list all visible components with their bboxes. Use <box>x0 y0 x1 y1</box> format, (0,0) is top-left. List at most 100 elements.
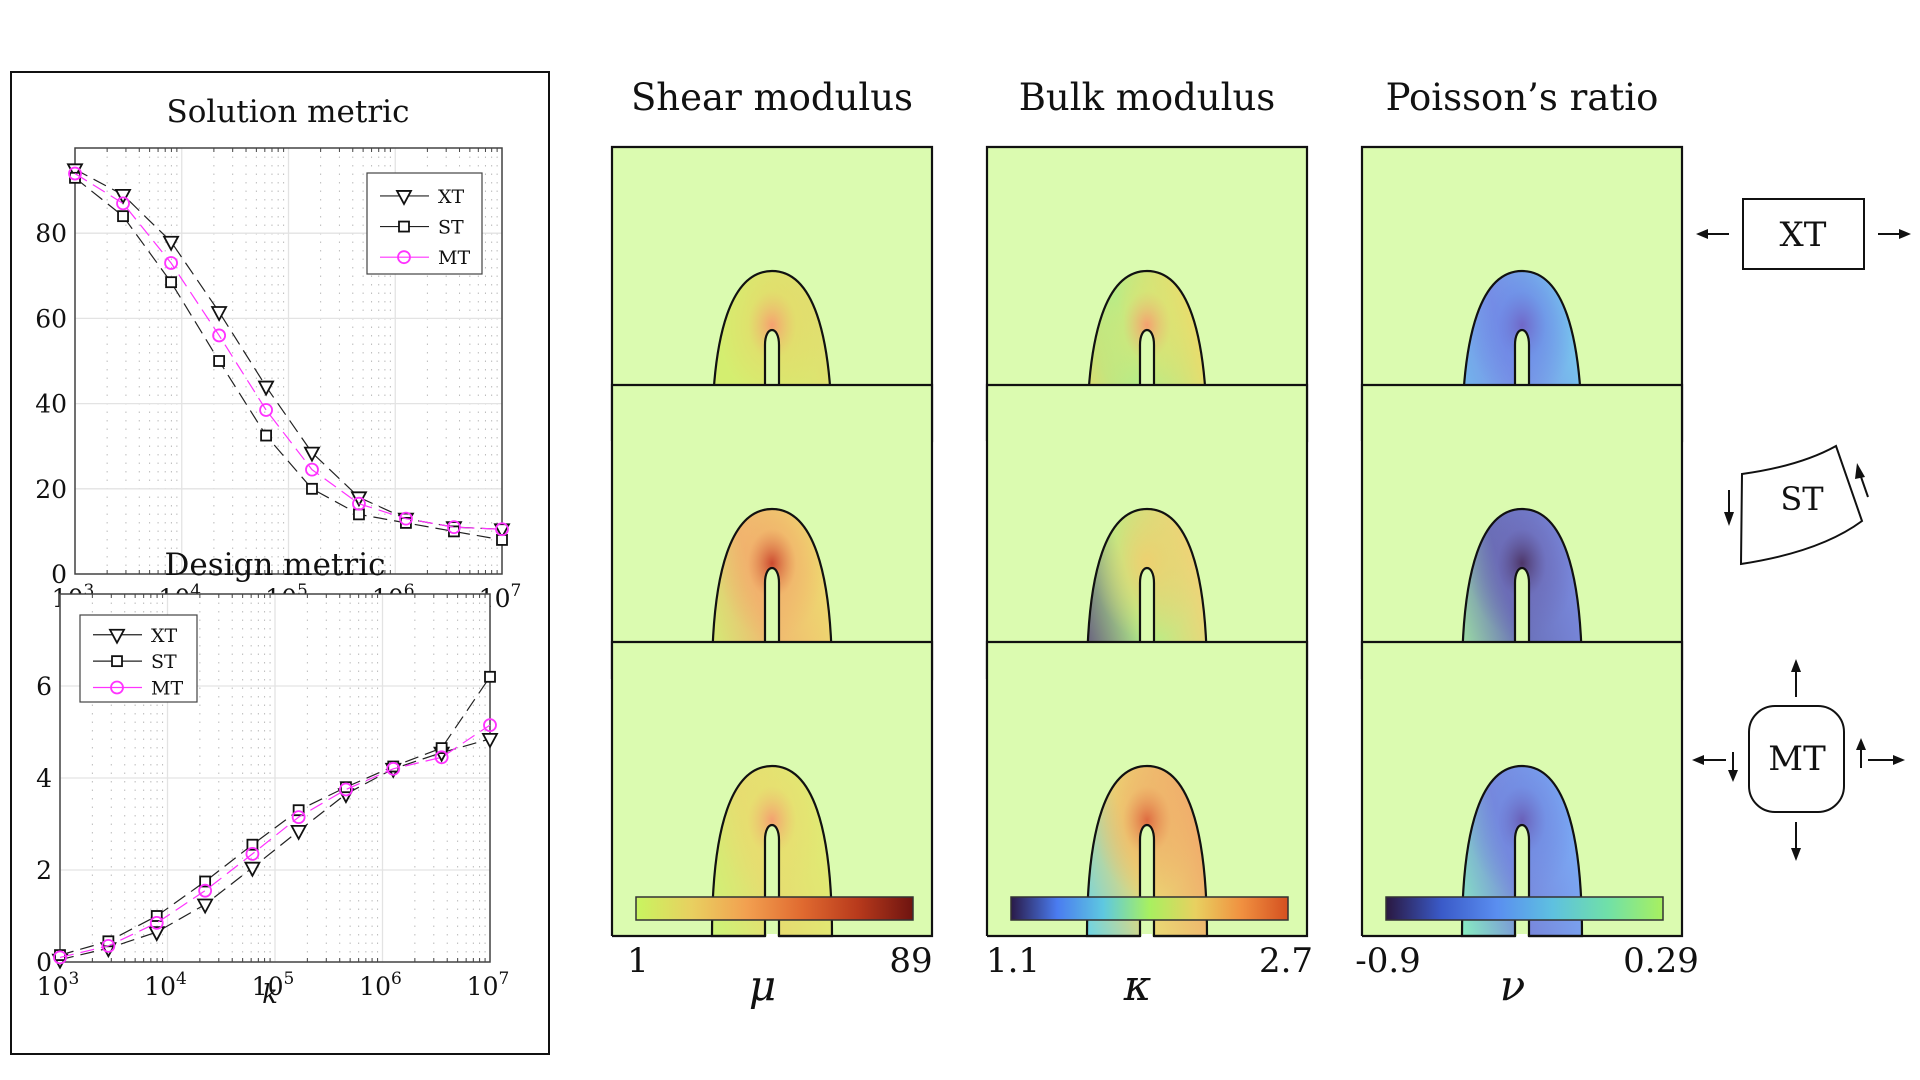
field-map-bulk-st <box>985 383 1309 681</box>
field-map-shear-st <box>610 383 934 681</box>
series-line-st <box>74 177 503 541</box>
mt-specimen-box <box>1748 705 1845 813</box>
x-tick-label: 106 <box>359 969 402 1001</box>
legend-label: MT <box>151 678 183 700</box>
arrow-up-icon <box>1791 659 1801 697</box>
arrow-down-small-icon <box>1728 752 1738 782</box>
slit-gap <box>1142 934 1152 938</box>
series-mt <box>53 718 497 965</box>
design-x-axis-label: k <box>262 980 278 1010</box>
legend-label: ST <box>151 651 177 673</box>
domain-frame <box>1360 640 1684 938</box>
y-tick-label: 80 <box>35 219 67 248</box>
colorbar-max-label: 0.29 <box>1623 941 1699 981</box>
data-point-xt <box>481 733 499 749</box>
x-tick-label: 103 <box>37 969 80 1001</box>
field-grid <box>610 145 1684 938</box>
colorbar-gradient <box>1010 896 1289 921</box>
material-region-outline <box>710 507 834 681</box>
material-region-outline <box>710 764 834 938</box>
data-point-mt <box>212 328 227 343</box>
solution-chart-title: Solution metric <box>167 94 410 130</box>
data-point-mt <box>447 520 461 535</box>
arrow-right-icon <box>1878 229 1911 239</box>
data-point-mt <box>399 511 413 526</box>
field-map-poisson-mt <box>1360 640 1684 938</box>
colorbar-min-label: -0.9 <box>1355 941 1421 981</box>
field-map-poisson-st <box>1360 383 1684 681</box>
arrow-up-small-icon <box>1856 738 1866 768</box>
colorbar-poisson: -0.9 0.29 ν <box>1355 896 1699 1010</box>
colorbar-bulk: 1.1 2.7 κ <box>986 896 1313 1010</box>
axes-frame <box>74 147 503 575</box>
axes-frame <box>59 593 491 963</box>
y-tick-label: 4 <box>36 764 52 793</box>
colorbars: 1 89 μ 1.1 2.7 κ -0.9 0.29 ν <box>627 896 1699 1010</box>
design-metric-chart: Design metric 103 104 105 106 1070246XTSTMT … <box>36 547 509 1010</box>
data-point-xt <box>196 898 214 915</box>
data-point-mt <box>245 847 260 861</box>
data-point-st <box>306 482 318 495</box>
y-tick-label: 40 <box>35 390 67 419</box>
xt-specimen-box <box>1742 198 1865 270</box>
data-point-mt <box>164 256 178 270</box>
column-title-poisson: Poisson’s ratio <box>1386 76 1659 119</box>
st-label: ST <box>1780 480 1824 518</box>
material-region-outline <box>1460 507 1584 681</box>
colorbar-symbol: ν <box>1500 961 1526 1010</box>
data-point-mt <box>386 761 401 776</box>
data-point-st <box>353 508 365 521</box>
x-tick-label: 104 <box>144 969 187 1001</box>
design-chart-title: Design metric <box>165 547 386 583</box>
xt-label: XT <box>1780 215 1827 255</box>
arrow-up-icon <box>1855 463 1869 498</box>
y-tick-label: 0 <box>36 948 52 977</box>
solution-legend: XT ST MT <box>366 172 483 275</box>
y-tick-label: 6 <box>36 672 52 701</box>
metrics-panel-border <box>10 71 550 1055</box>
y-tick-label: 2 <box>36 856 52 885</box>
slit-gap <box>1517 934 1527 938</box>
data-point-st <box>484 670 496 683</box>
series-line-xt <box>59 738 491 961</box>
data-point-st <box>150 910 163 922</box>
data-point-xt <box>290 825 308 841</box>
series-mt <box>68 166 509 537</box>
data-point-mt <box>68 166 82 181</box>
colorbar-min-label: 1 <box>627 941 649 981</box>
y-tick-label: 0 <box>51 560 67 589</box>
colorbar-min-label: 1.1 <box>986 941 1040 981</box>
colorbar-gradient <box>1385 896 1664 921</box>
field-map-bulk-mt <box>985 640 1309 938</box>
colorbar-shear: 1 89 μ <box>627 896 933 1010</box>
legend-marker <box>111 655 123 668</box>
series-line-mt <box>59 724 491 958</box>
data-point-st <box>165 276 177 289</box>
series-line-st <box>59 676 491 956</box>
colorbar-symbol: μ <box>749 961 776 1010</box>
legend-label: XT <box>438 186 465 208</box>
field-map-shear-mt <box>610 640 934 938</box>
data-point-xt <box>210 306 228 322</box>
colorbar-max-label: 2.7 <box>1259 941 1313 981</box>
data-point-xt <box>66 163 84 180</box>
data-point-st <box>435 742 448 754</box>
data-point-mt <box>352 496 366 511</box>
mt-label: MT <box>1768 739 1826 779</box>
material-region-outline <box>1460 764 1584 938</box>
legend-label: ST <box>438 217 464 239</box>
arrow-left-icon <box>1696 229 1729 239</box>
data-point-xt <box>257 380 275 397</box>
data-point-mt <box>101 939 116 953</box>
data-point-mt <box>198 883 213 898</box>
data-point-mt <box>339 782 353 797</box>
legend-marker <box>108 628 126 645</box>
data-point-mt <box>495 522 509 537</box>
data-point-st <box>213 355 226 367</box>
data-point-st <box>496 534 508 546</box>
solution-plot-area: 103104105106107020406080XTSTMT <box>35 147 521 613</box>
data-point-st <box>117 210 129 223</box>
legend-marker <box>395 190 413 206</box>
column-title-bulk: Bulk modulus <box>1019 76 1276 119</box>
